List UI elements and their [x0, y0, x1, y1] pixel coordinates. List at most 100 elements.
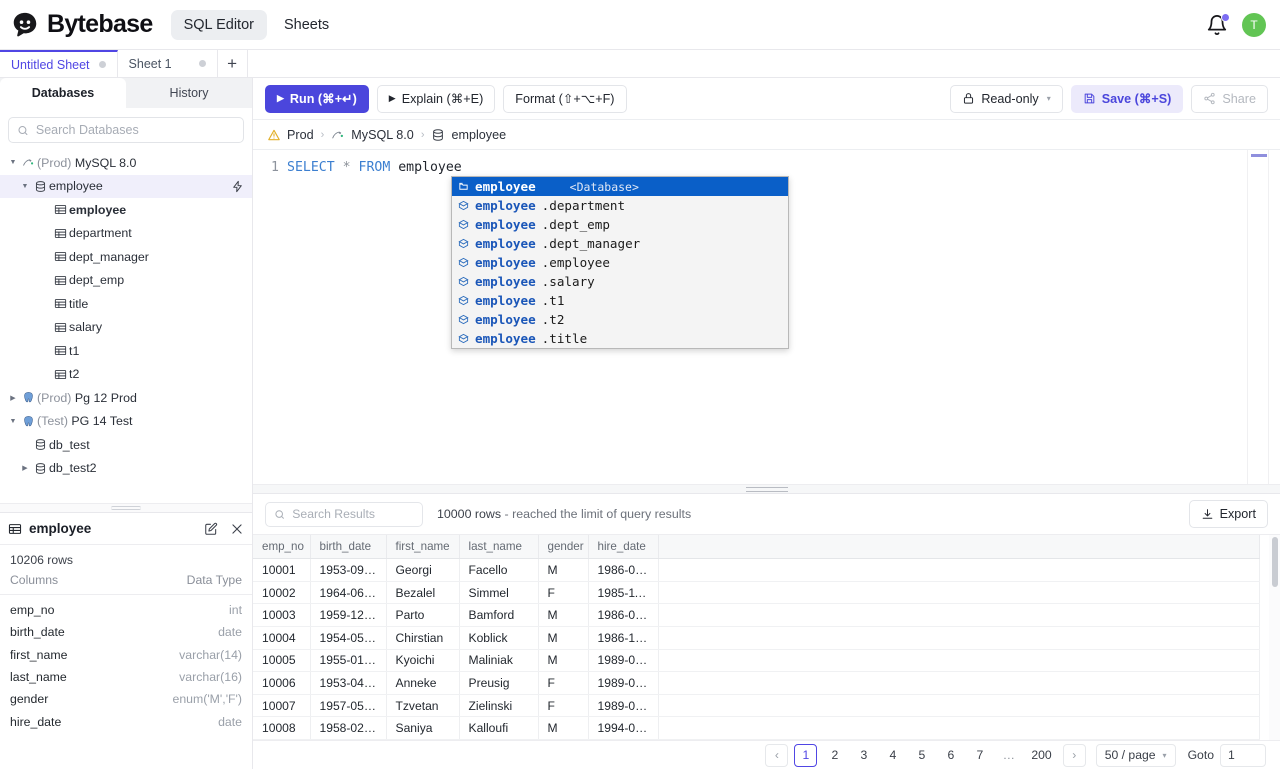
table-cell[interactable]: 10008	[253, 716, 311, 740]
pagination-page-last[interactable]: 200	[1031, 748, 1052, 762]
pagination-page-2[interactable]: 2	[831, 748, 839, 762]
save-button[interactable]: Save (⌘+S)	[1070, 84, 1184, 113]
sidebar-tab-databases[interactable]: Databases	[0, 78, 126, 108]
table-cell[interactable]: F	[538, 581, 589, 605]
explain-button[interactable]: ▶ Explain (⌘+E)	[376, 84, 496, 113]
table-cell[interactable]: Georgi	[386, 558, 460, 582]
table-cell[interactable]	[658, 558, 1260, 582]
nav-sql-editor[interactable]: SQL Editor	[170, 9, 267, 40]
chevron-down-icon[interactable]: ▼	[9, 417, 17, 425]
column-header[interactable]: birth_date	[310, 535, 387, 560]
sidebar-tab-history[interactable]: History	[169, 86, 209, 100]
search-results-box[interactable]	[265, 501, 423, 527]
sheet-tab-unsaved-dot[interactable]	[198, 60, 206, 67]
table-cell[interactable]: 10003	[253, 603, 311, 628]
breadcrumb-environment[interactable]: Prod	[267, 128, 314, 142]
table-cell[interactable]: F	[538, 671, 589, 695]
breadcrumb-instance[interactable]: MySQL 8.0	[331, 128, 414, 142]
tree-node-mysql-8-0[interactable]: ▼ (Prod) MySQL 8.0	[0, 151, 252, 175]
editor-minimap[interactable]	[1247, 150, 1269, 485]
column-header[interactable]: emp_no	[253, 535, 311, 560]
chevron-down-icon[interactable]: ▼	[21, 182, 29, 190]
tree-node-pg-12-prod[interactable]: ▶ (Prod) Pg 12 Prod	[0, 386, 252, 410]
table-cell[interactable]: 1953-04-20	[310, 671, 387, 695]
table-cell[interactable]: M	[538, 626, 589, 650]
pagination-page-1[interactable]: 1	[794, 743, 818, 767]
tree-node-pg-14-test[interactable]: ▼ (Test) PG 14 Test	[0, 410, 252, 434]
tree-node-t2[interactable]: t2	[0, 363, 252, 387]
table-cell[interactable]: 1959-12-03	[310, 603, 387, 628]
table-cell[interactable]: Simmel	[459, 581, 539, 605]
table-cell[interactable]: 1986-06-26	[588, 558, 659, 582]
per-page-dropdown[interactable]: 50 / page ▾	[1095, 743, 1176, 767]
code-editor[interactable]: 1 SELECT * FROM employee employee <Databa…	[253, 150, 1280, 485]
lightning-bolt-icon[interactable]	[231, 180, 244, 193]
table-cell[interactable]: 1958-02-19	[310, 716, 387, 740]
sheet-tab-untitled-sheet[interactable]: Untitled Sheet	[0, 50, 118, 77]
table-cell[interactable]: Koblick	[459, 626, 539, 650]
autocomplete-item[interactable]: employee .dept_emp	[452, 215, 788, 234]
avatar[interactable]: T	[1242, 12, 1266, 37]
table-cell[interactable]	[658, 649, 1260, 673]
autocomplete-item[interactable]: employee .dept_manager	[452, 234, 788, 253]
table-cell[interactable]: 1964-06-02	[310, 581, 387, 605]
scrollbar-thumb[interactable]	[1271, 537, 1278, 588]
tree-node-db-test2[interactable]: ▶ db_test2	[0, 457, 252, 481]
close-schema-panel-button[interactable]	[230, 522, 244, 536]
table-cell[interactable]: M	[538, 558, 589, 582]
pagination-page-5[interactable]: 5	[918, 748, 926, 762]
nav-sheets[interactable]: Sheets	[283, 16, 330, 33]
table-cell[interactable]: M	[538, 716, 589, 740]
column-header[interactable]	[658, 535, 1260, 560]
chevron-right-icon[interactable]: ▶	[22, 465, 28, 473]
readonly-mode-dropdown[interactable]: Read-only ▾	[950, 84, 1063, 113]
tree-node-salary[interactable]: salary	[0, 316, 252, 340]
table-cell[interactable]	[658, 603, 1260, 628]
results-vertical-scrollbar[interactable]	[1269, 535, 1280, 740]
sheet-tab-unsaved-dot[interactable]	[98, 61, 106, 68]
table-cell[interactable]: Anneke	[386, 671, 460, 695]
table-row[interactable]: 10004 1954-05-01 Chirstian Koblick M 1986-12-…	[253, 626, 1260, 650]
table-cell[interactable]: Saniya	[386, 716, 460, 740]
table-cell[interactable]: Parto	[386, 603, 460, 628]
pagination-page-3[interactable]: 3	[860, 748, 868, 762]
table-cell[interactable]: M	[538, 649, 589, 673]
chevron-right-icon[interactable]: ▶	[10, 394, 16, 402]
table-cell[interactable]: 1955-01-21	[310, 649, 387, 673]
table-cell[interactable]: F	[538, 694, 589, 718]
goto-page-input[interactable]	[1220, 743, 1266, 767]
tree-node-db-test[interactable]: db_test	[0, 433, 252, 457]
tree-node-department[interactable]: department	[0, 222, 252, 246]
table-cell[interactable]: M	[538, 603, 589, 628]
tree-node-title[interactable]: title	[0, 292, 252, 316]
tree-node-t1[interactable]: t1	[0, 339, 252, 363]
table-cell[interactable]: 10005	[253, 649, 311, 673]
breadcrumb-database[interactable]: employee	[431, 128, 506, 142]
autocomplete-popup[interactable]: employee <Database> employee .department emp…	[451, 176, 789, 349]
add-sheet-button[interactable]: +	[218, 50, 248, 77]
table-cell[interactable]: 1986-12-01	[588, 626, 659, 650]
tree-node-dept-emp[interactable]: dept_emp	[0, 269, 252, 293]
column-header[interactable]: hire_date	[588, 535, 659, 560]
table-cell[interactable]: 1989-09-12	[588, 649, 659, 673]
column-header[interactable]: gender	[538, 535, 589, 560]
edit-schema-button[interactable]	[204, 522, 218, 536]
brand[interactable]: Bytebase	[10, 10, 153, 40]
pagination-page-7[interactable]: 7	[976, 748, 984, 762]
table-cell[interactable]: Kyoichi	[386, 649, 460, 673]
table-row[interactable]: 10008 1958-02-19 Saniya Kalloufi M 1994-09-15	[253, 716, 1260, 740]
table-cell[interactable]: 10006	[253, 671, 311, 695]
autocomplete-item[interactable]: employee .department	[452, 196, 788, 215]
table-cell[interactable]: Kalloufi	[459, 716, 539, 740]
column-header[interactable]: last_name	[459, 535, 539, 560]
table-row[interactable]: 10001 1953-09-02 Georgi Facello M 1986-06-26	[253, 558, 1260, 582]
table-cell[interactable]: 1994-09-15	[588, 716, 659, 740]
table-row[interactable]: 10005 1955-01-21 Kyoichi Maliniak M 1989-09-1…	[253, 649, 1260, 673]
editor-vertical-scrollbar[interactable]	[1269, 150, 1280, 485]
table-cell[interactable]: Facello	[459, 558, 539, 582]
tree-node-employee[interactable]: ▼ employee	[0, 174, 252, 198]
pagination-page-4[interactable]: 4	[889, 748, 897, 762]
table-row[interactable]: 10002 1964-06-02 Bezalel Simmel F 1985-11-21	[253, 581, 1260, 605]
table-cell[interactable]: Tzvetan	[386, 694, 460, 718]
autocomplete-item[interactable]: employee .title	[452, 329, 788, 348]
